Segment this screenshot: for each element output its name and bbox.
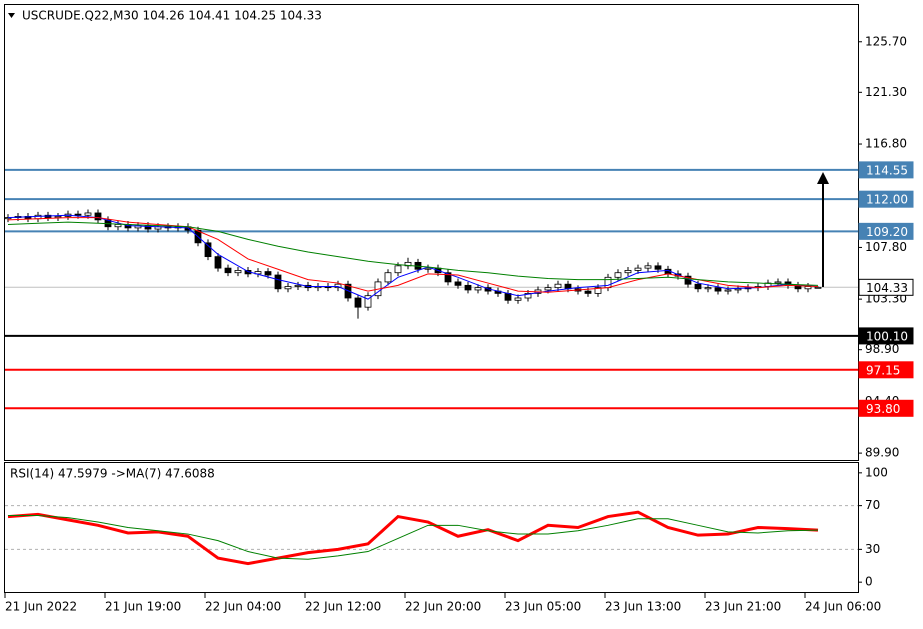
candle-body bbox=[644, 265, 652, 269]
candle-body bbox=[424, 267, 432, 270]
candle-body bbox=[354, 297, 362, 308]
candle-body bbox=[84, 212, 92, 216]
candle-body bbox=[274, 274, 282, 290]
rsi-line bbox=[8, 514, 819, 560]
candle-body bbox=[234, 270, 242, 274]
candle-body bbox=[74, 213, 82, 216]
candle-body bbox=[94, 212, 102, 221]
candle-body bbox=[774, 281, 782, 284]
candle-body bbox=[614, 272, 622, 278]
x-tick-label: 21 Jun 19:00 bbox=[105, 600, 181, 614]
y-tick-label: 70 bbox=[865, 498, 880, 512]
level-label: 104.33 bbox=[866, 281, 908, 295]
x-tick-label: 23 Jun 21:00 bbox=[705, 600, 781, 614]
chart-title: USCRUDE.Q22,M30 104.26 104.41 104.25 104… bbox=[22, 9, 322, 23]
y-tick-label: 121.30 bbox=[865, 85, 907, 99]
candle-body bbox=[454, 281, 462, 286]
candle-body bbox=[594, 287, 602, 294]
candle-body bbox=[544, 287, 552, 291]
candle-body bbox=[204, 242, 212, 258]
candle-body bbox=[624, 270, 632, 274]
candle-body bbox=[504, 292, 512, 301]
candle-body bbox=[444, 272, 452, 283]
y-tick-label: 107.80 bbox=[865, 240, 907, 254]
y-tick-label: 0 bbox=[865, 575, 873, 589]
level-label-box bbox=[858, 278, 914, 296]
x-tick-label: 22 Jun 20:00 bbox=[405, 600, 481, 614]
y-tick-label: 30 bbox=[865, 542, 880, 556]
rsi-line bbox=[7, 510, 819, 566]
candle-body bbox=[514, 297, 522, 301]
level-label: 100.10 bbox=[866, 329, 908, 343]
moving-average bbox=[7, 221, 819, 286]
candle-body bbox=[584, 290, 592, 294]
candle-body bbox=[114, 224, 122, 228]
y-tick-label: 100 bbox=[865, 465, 888, 479]
candle-body bbox=[264, 271, 272, 276]
level-label-box bbox=[858, 361, 914, 379]
level-label-box bbox=[858, 399, 914, 417]
candle-body bbox=[694, 283, 702, 290]
candle-body bbox=[224, 267, 232, 274]
menu-triangle bbox=[8, 13, 15, 18]
candle-body bbox=[364, 295, 372, 308]
x-tick-label: 21 Jun 2022 bbox=[5, 600, 77, 614]
level-label: 97.15 bbox=[866, 363, 900, 377]
candle-body bbox=[524, 292, 532, 299]
y-tick-label: 125.70 bbox=[865, 34, 907, 48]
level-label: 112.00 bbox=[866, 193, 908, 207]
candle-body bbox=[294, 284, 302, 287]
y-tick-label: 98.90 bbox=[865, 342, 899, 356]
level-label-box bbox=[858, 222, 914, 240]
candle-body bbox=[334, 283, 342, 289]
y-tick-label: 116.80 bbox=[865, 137, 907, 151]
candle-body bbox=[284, 286, 292, 290]
candle-body bbox=[214, 256, 222, 269]
candle-body bbox=[394, 265, 402, 274]
x-tick-label: 23 Jun 13:00 bbox=[605, 600, 681, 614]
level-label: 114.55 bbox=[866, 163, 908, 177]
candle-body bbox=[464, 284, 472, 291]
y-tick-label: 89.90 bbox=[865, 446, 899, 460]
moving-average bbox=[7, 217, 819, 293]
rsi-title: RSI(14) 47.5979 ->MA(7) 47.6088 bbox=[10, 467, 215, 481]
x-tick-label: 24 Jun 06:00 bbox=[805, 600, 881, 614]
candle-body bbox=[554, 283, 562, 289]
arrow-head bbox=[817, 172, 829, 184]
level-label: 93.80 bbox=[866, 402, 900, 416]
candle-body bbox=[654, 265, 662, 270]
candle-body bbox=[724, 289, 732, 292]
candle-body bbox=[714, 287, 722, 292]
x-tick-label: 22 Jun 04:00 bbox=[205, 600, 281, 614]
candle-body bbox=[634, 267, 642, 271]
rsi-frame bbox=[4, 462, 859, 593]
candle-body bbox=[384, 272, 392, 283]
x-tick-label: 22 Jun 12:00 bbox=[305, 600, 381, 614]
candle-body bbox=[604, 276, 612, 289]
level-label-box bbox=[858, 190, 914, 208]
candle-body bbox=[814, 286, 822, 289]
x-tick-label: 23 Jun 05:00 bbox=[505, 600, 581, 614]
level-label: 109.20 bbox=[866, 225, 908, 239]
candle-body bbox=[804, 286, 812, 290]
level-label-box bbox=[858, 161, 914, 179]
candle-body bbox=[474, 287, 482, 291]
level-label-box bbox=[858, 327, 914, 345]
candle-body bbox=[704, 287, 712, 290]
